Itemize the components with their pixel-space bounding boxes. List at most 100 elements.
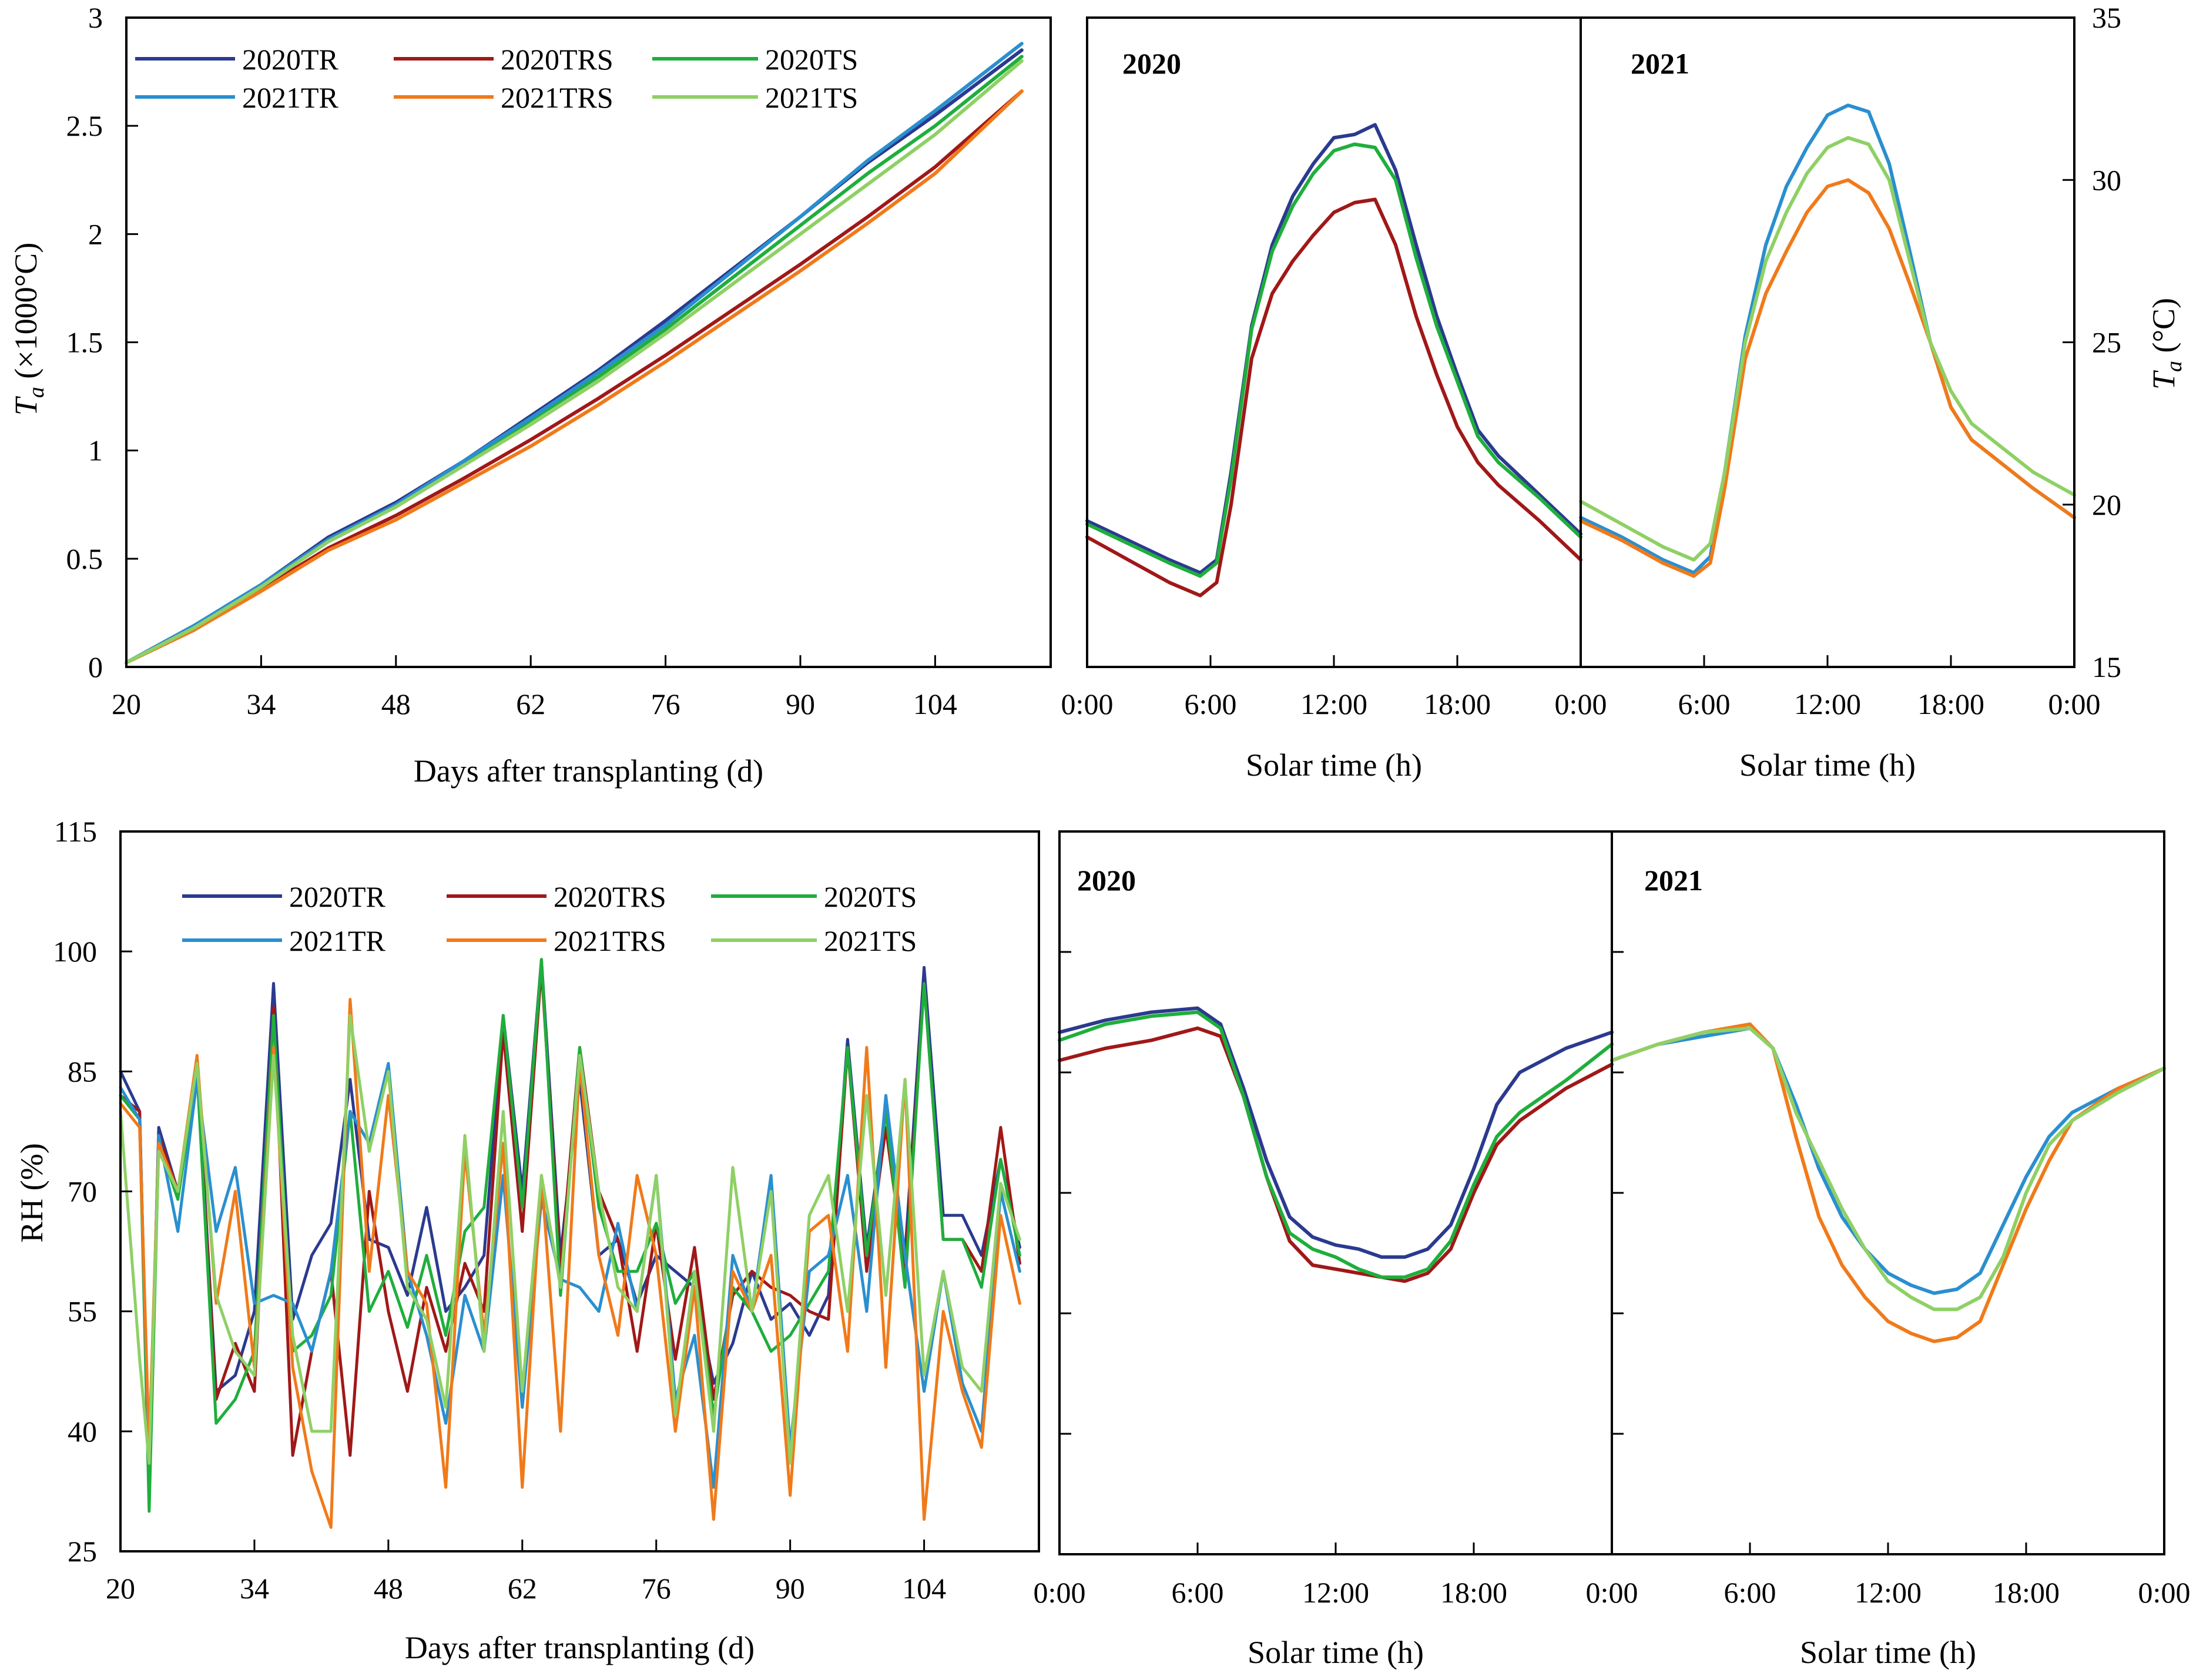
y-tick-label: 85 [68,1055,97,1088]
x-tick-label: 48 [374,1572,403,1605]
x-axis-title: Solar time (h) [1246,747,1422,783]
chart-ta-diurnal: 2020 0:00 6:00 12:00 18:00 0:00 Solar time (h)… [1061,1,2187,783]
y-axis-title: Ta (×1000°C) [8,243,49,416]
legend-label-2020TRS: 2020TRS [501,43,613,76]
x-tick-label: 12:00 [1302,1576,1369,1609]
x-tick-label: 12:00 [1855,1576,1922,1609]
series-line-2020TRS [125,89,1024,665]
x-tick-label: 34 [246,688,276,720]
y-tick-label: 1 [88,434,103,467]
series-line-2020TR [1085,123,1582,575]
y-tick-label: 1.5 [66,326,103,359]
x-tick-label: 6:00 [1724,1576,1776,1609]
legend-label-2021TR: 2021TR [242,81,339,114]
series-line-2021TR [1610,1026,2166,1295]
x-tick-label: 12:00 [1300,688,1367,720]
legend-label-2021TR: 2021TR [289,924,386,957]
legend-label-2020TS: 2020TS [824,880,917,913]
x-axis-title: Solar time (h) [1248,1635,1424,1670]
x-tick-label: 6:00 [1185,688,1237,720]
x-tick-label: 76 [642,1572,671,1605]
panel-title: 2021 [1644,864,1703,897]
y-tick-label: 0.5 [66,542,103,575]
x-tick-label: 104 [913,688,957,720]
plot-frame-2021 [1611,830,2165,1555]
legend-label-2021TRS: 2021TRS [554,924,666,957]
x-tick-label: 20 [106,1572,135,1605]
chart-ta-cumulative: 0 0.5 1 1.5 2 2.5 3 20 34 48 62 76 90 104 Days after t… [8,1,1052,789]
series-line-2021TS [1610,1026,2166,1312]
series-line-2020TRS [1058,1026,1614,1283]
y-axis-title-main: T [2146,370,2181,390]
series-line-2021TS [1579,136,2076,562]
plot-frame-2020 [1058,830,1613,1555]
x-tick-label: 6:00 [1678,688,1731,720]
x-tick-label: 18:00 [1993,1576,2060,1609]
y-tick-label: 70 [68,1175,97,1208]
y-tick-label: 115 [54,815,97,848]
y-tick-label: 0 [88,650,103,683]
series-line-2021TS [119,1014,1021,1465]
x-tick-label: 18:00 [1917,688,1984,720]
y-axis-title-rest: (×1000°C) [8,243,43,387]
series-line-2020TRS [1085,197,1582,598]
x-tick-label: 90 [776,1572,805,1605]
x-tick-label: 76 [651,688,680,720]
series-line-2021TRS [1579,178,2076,578]
series-line-2021TR [1579,103,2076,575]
series-line-2020TS [1085,142,1582,578]
x-tick-label: 18:00 [1440,1576,1507,1609]
x-axis-title: Solar time (h) [1739,747,1916,783]
y-axis-title-rest: (°C) [2146,298,2181,361]
y-axis-title-sub: a [2162,361,2187,372]
y-tick-label: 20 [2092,488,2121,521]
x-tick-label: 0:00 [1061,688,1114,720]
y-tick-label: 35 [2092,1,2121,34]
x-tick-label: 104 [902,1572,946,1605]
x-tick-label: 0:00 [1586,1576,1638,1609]
series-line-2020TR [1058,1006,1614,1259]
chart-rh-daily: 25 40 55 70 85 100 115 20 34 48 62 76 90 104 Days afte… [14,815,1040,1665]
y-axis-title: RH (%) [14,1143,49,1242]
y-tick-label: 2 [88,217,103,250]
y-tick-label: 30 [2092,163,2121,196]
y-tick-label: 3 [88,1,103,34]
x-tick-label: 0:00 [2048,688,2101,720]
legend-label-2020TS: 2020TS [765,43,858,76]
y-axis-title: Ta (°C) [2146,298,2187,390]
y-tick-label: 40 [68,1415,97,1448]
series-line-2021TR [125,42,1024,665]
legend-label-2021TS: 2021TS [824,924,917,957]
y-tick-label: 25 [68,1535,97,1568]
x-tick-label: 48 [381,688,411,720]
y-tick-label: 25 [2092,326,2121,359]
x-tick-label: 12:00 [1794,688,1861,720]
series-line-2021TRS [1610,1022,2166,1343]
x-tick-label: 34 [240,1572,269,1605]
x-tick-label: 90 [786,688,815,720]
x-axis-title: Solar time (h) [1800,1635,1976,1670]
panel-title: 2021 [1631,47,1689,80]
y-axis-title-sub: a [24,387,49,398]
series-line-2021TS [125,59,1024,665]
x-tick-label: 0:00 [2138,1576,2191,1609]
x-axis-title: Days after transplanting (d) [405,1630,755,1665]
x-tick-label: 0:00 [1555,688,1607,720]
y-axis-title-main: T [8,395,43,415]
x-tick-label: 20 [112,688,141,720]
plot-frame [125,16,1052,668]
x-tick-label: 18:00 [1424,688,1491,720]
series-line-2020TR [125,48,1024,665]
x-tick-label: 0:00 [1034,1576,1086,1609]
x-tick-label: 6:00 [1172,1576,1224,1609]
chart-rh-diurnal: 2020 0:00 6:00 12:00 18:00 0:00 Solar time (h)… [1034,830,2191,1670]
y-tick-label: 100 [53,935,97,968]
legend-label-2020TR: 2020TR [242,43,339,76]
y-tick-label: 55 [68,1295,97,1328]
panel-title: 2020 [1122,47,1181,80]
series-line-2020TS [1058,1010,1614,1279]
legend-label-2020TR: 2020TR [289,880,386,913]
series-line-2021TRS [125,89,1024,665]
x-axis-title: Days after transplanting (d) [414,753,763,789]
